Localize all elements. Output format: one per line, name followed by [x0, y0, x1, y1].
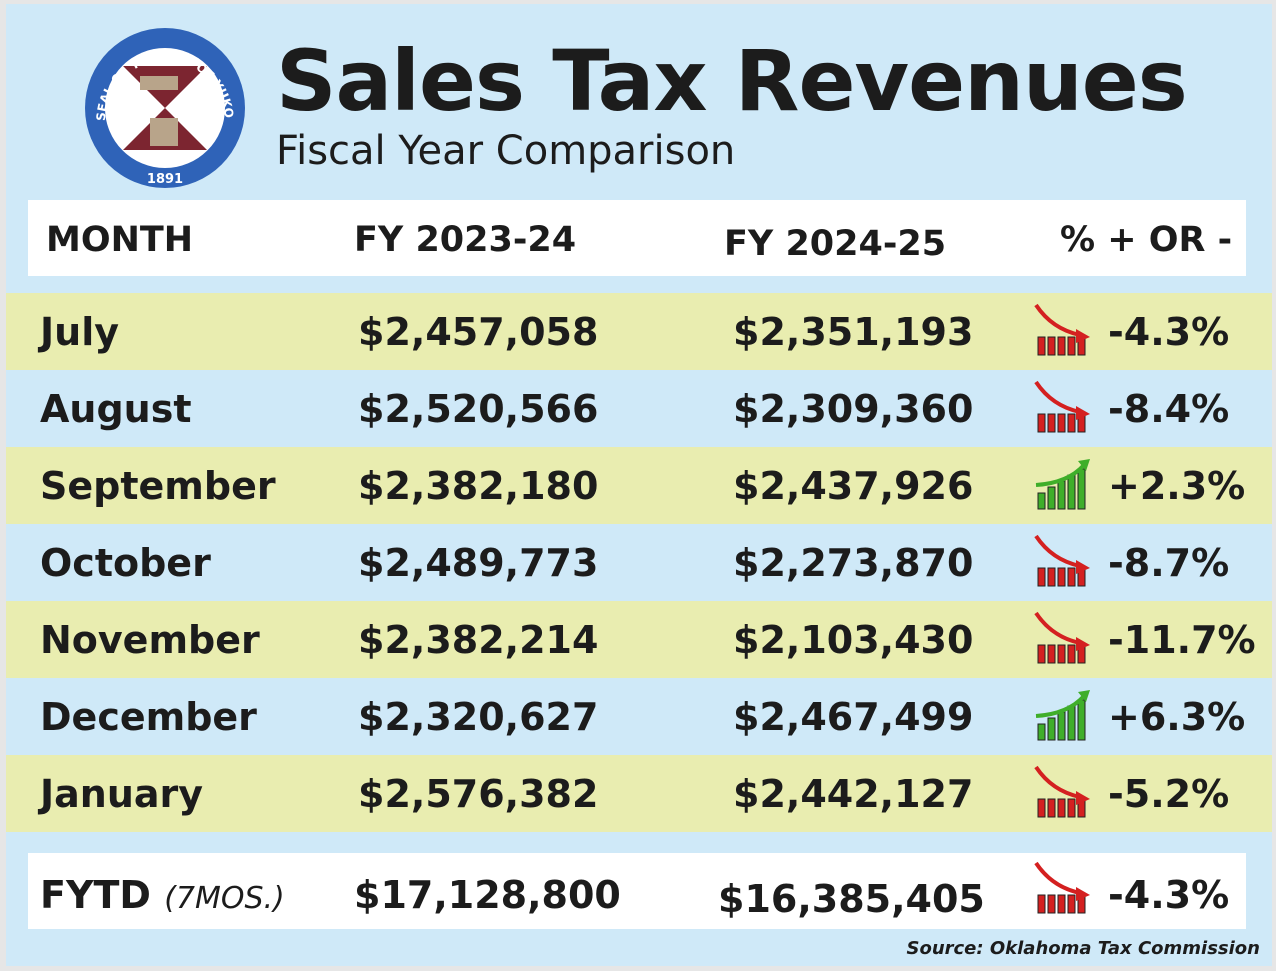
source-note: Source: Oklahoma Tax Commission	[906, 938, 1260, 959]
total-fy2023: $17,128,800	[354, 873, 621, 917]
change-cell: -8.7%	[1108, 541, 1230, 585]
column-header-month: MONTH	[46, 220, 194, 260]
month-cell: August	[40, 387, 192, 431]
trend-up-icon	[1035, 459, 1090, 510]
fy2023-cell: $2,520,566	[358, 387, 599, 431]
month-cell: November	[40, 618, 260, 662]
table-row: July $2,457,058 $2,351,193 -4.3%	[6, 293, 1272, 370]
icon-bar	[1057, 894, 1066, 914]
icon-bar	[1047, 413, 1056, 433]
table-row: August $2,520,566 $2,309,360 -8.4%	[6, 370, 1272, 447]
icon-bar	[1037, 492, 1046, 510]
change-cell: -8.4%	[1108, 387, 1230, 431]
month-cell: September	[40, 464, 276, 508]
icon-bar	[1037, 413, 1046, 433]
icon-bar	[1067, 336, 1076, 356]
icon-bar	[1047, 798, 1056, 818]
fy2024-cell: $2,437,926	[733, 464, 974, 508]
icon-bar	[1047, 567, 1056, 587]
total-change: -4.3%	[1108, 873, 1230, 917]
icon-bar	[1057, 798, 1066, 818]
fy2024-cell: $2,467,499	[733, 695, 974, 739]
fy2023-cell: $2,382,214	[358, 618, 599, 662]
trend-down-icon	[1034, 765, 1090, 818]
fy2024-cell: $2,309,360	[733, 387, 974, 431]
table-header: MONTH FY 2023-24 FY 2024-25 % + OR -	[28, 200, 1246, 276]
city-seal-logo: SEAL OF THE CITY OF YUKON OKLAHOMA 1891	[80, 26, 245, 188]
icon-bar	[1047, 336, 1056, 356]
icon-bar	[1037, 798, 1046, 818]
icon-bar	[1037, 567, 1046, 587]
icon-bar	[1037, 644, 1046, 664]
trend-down-icon	[1034, 611, 1090, 664]
change-cell: +6.3%	[1108, 695, 1246, 739]
column-header-fy2023: FY 2023-24	[354, 220, 577, 260]
icon-bar	[1037, 894, 1046, 914]
column-header-change: % + OR -	[1060, 220, 1233, 260]
table-row: November $2,382,214 $2,103,430 -11.7%	[6, 601, 1272, 678]
icon-bar	[1067, 567, 1076, 587]
fy2024-cell: $2,103,430	[733, 618, 974, 662]
icon-bar	[1067, 705, 1076, 741]
table-row: September $2,382,180 $2,437,926 +2.3%	[6, 447, 1272, 524]
icon-bar	[1067, 413, 1076, 433]
svg-text:1891: 1891	[147, 172, 183, 187]
icon-bar	[1077, 468, 1086, 510]
change-cell: -11.7%	[1108, 618, 1256, 662]
trend-up-icon	[1035, 690, 1090, 741]
icon-bar	[1047, 644, 1056, 664]
icon-bar	[1057, 644, 1066, 664]
month-cell: October	[40, 541, 211, 585]
trend-down-icon	[1034, 534, 1090, 587]
trend-down-icon	[1034, 303, 1090, 356]
column-header-fy2024: FY 2024-25	[724, 224, 947, 264]
icon-bar	[1047, 486, 1056, 510]
icon-bar	[1047, 717, 1056, 741]
total-fy2024: $16,385,405	[718, 877, 985, 921]
change-cell: -4.3%	[1108, 310, 1230, 354]
table-row: December $2,320,627 $2,467,499 +6.3%	[6, 678, 1272, 755]
page-title: Sales Tax Revenues	[276, 32, 1188, 130]
fy2024-cell: $2,442,127	[733, 772, 974, 816]
fy2023-cell: $2,457,058	[358, 310, 599, 354]
total-label: FYTD (7MOS.)	[40, 873, 285, 917]
fy2023-cell: $2,576,382	[358, 772, 599, 816]
month-cell: July	[40, 310, 119, 354]
change-cell: +2.3%	[1108, 464, 1246, 508]
fy2023-cell: $2,489,773	[358, 541, 599, 585]
icon-bar	[1067, 894, 1076, 914]
icon-bar	[1067, 798, 1076, 818]
change-cell: -5.2%	[1108, 772, 1230, 816]
month-cell: December	[40, 695, 257, 739]
trend-down-icon	[1034, 380, 1090, 433]
icon-bar	[1047, 894, 1056, 914]
icon-bar	[1077, 699, 1086, 741]
table-row: October $2,489,773 $2,273,870 -8.7%	[6, 524, 1272, 601]
icon-bar	[1067, 644, 1076, 664]
infographic: SEAL OF THE CITY OF YUKON OKLAHOMA 1891 …	[6, 4, 1272, 966]
icon-bar	[1057, 336, 1066, 356]
icon-bar	[1037, 723, 1046, 741]
icon-bar	[1057, 480, 1066, 510]
fy2023-cell: $2,320,627	[358, 695, 599, 739]
table-row: January $2,576,382 $2,442,127 -5.2%	[6, 755, 1272, 832]
page-subtitle: Fiscal Year Comparison	[276, 128, 736, 174]
icon-bar	[1057, 711, 1066, 741]
fytd-total-row: FYTD (7MOS.) $17,128,800 $16,385,405 -4.…	[28, 853, 1246, 929]
fy2023-cell: $2,382,180	[358, 464, 599, 508]
icon-bar	[1057, 567, 1066, 587]
icon-bar	[1037, 336, 1046, 356]
trend-down-icon	[1034, 861, 1090, 914]
fy2024-cell: $2,351,193	[733, 310, 974, 354]
icon-bar	[1067, 474, 1076, 510]
fy2024-cell: $2,273,870	[733, 541, 974, 585]
icon-bar	[1057, 413, 1066, 433]
month-cell: January	[40, 772, 204, 816]
